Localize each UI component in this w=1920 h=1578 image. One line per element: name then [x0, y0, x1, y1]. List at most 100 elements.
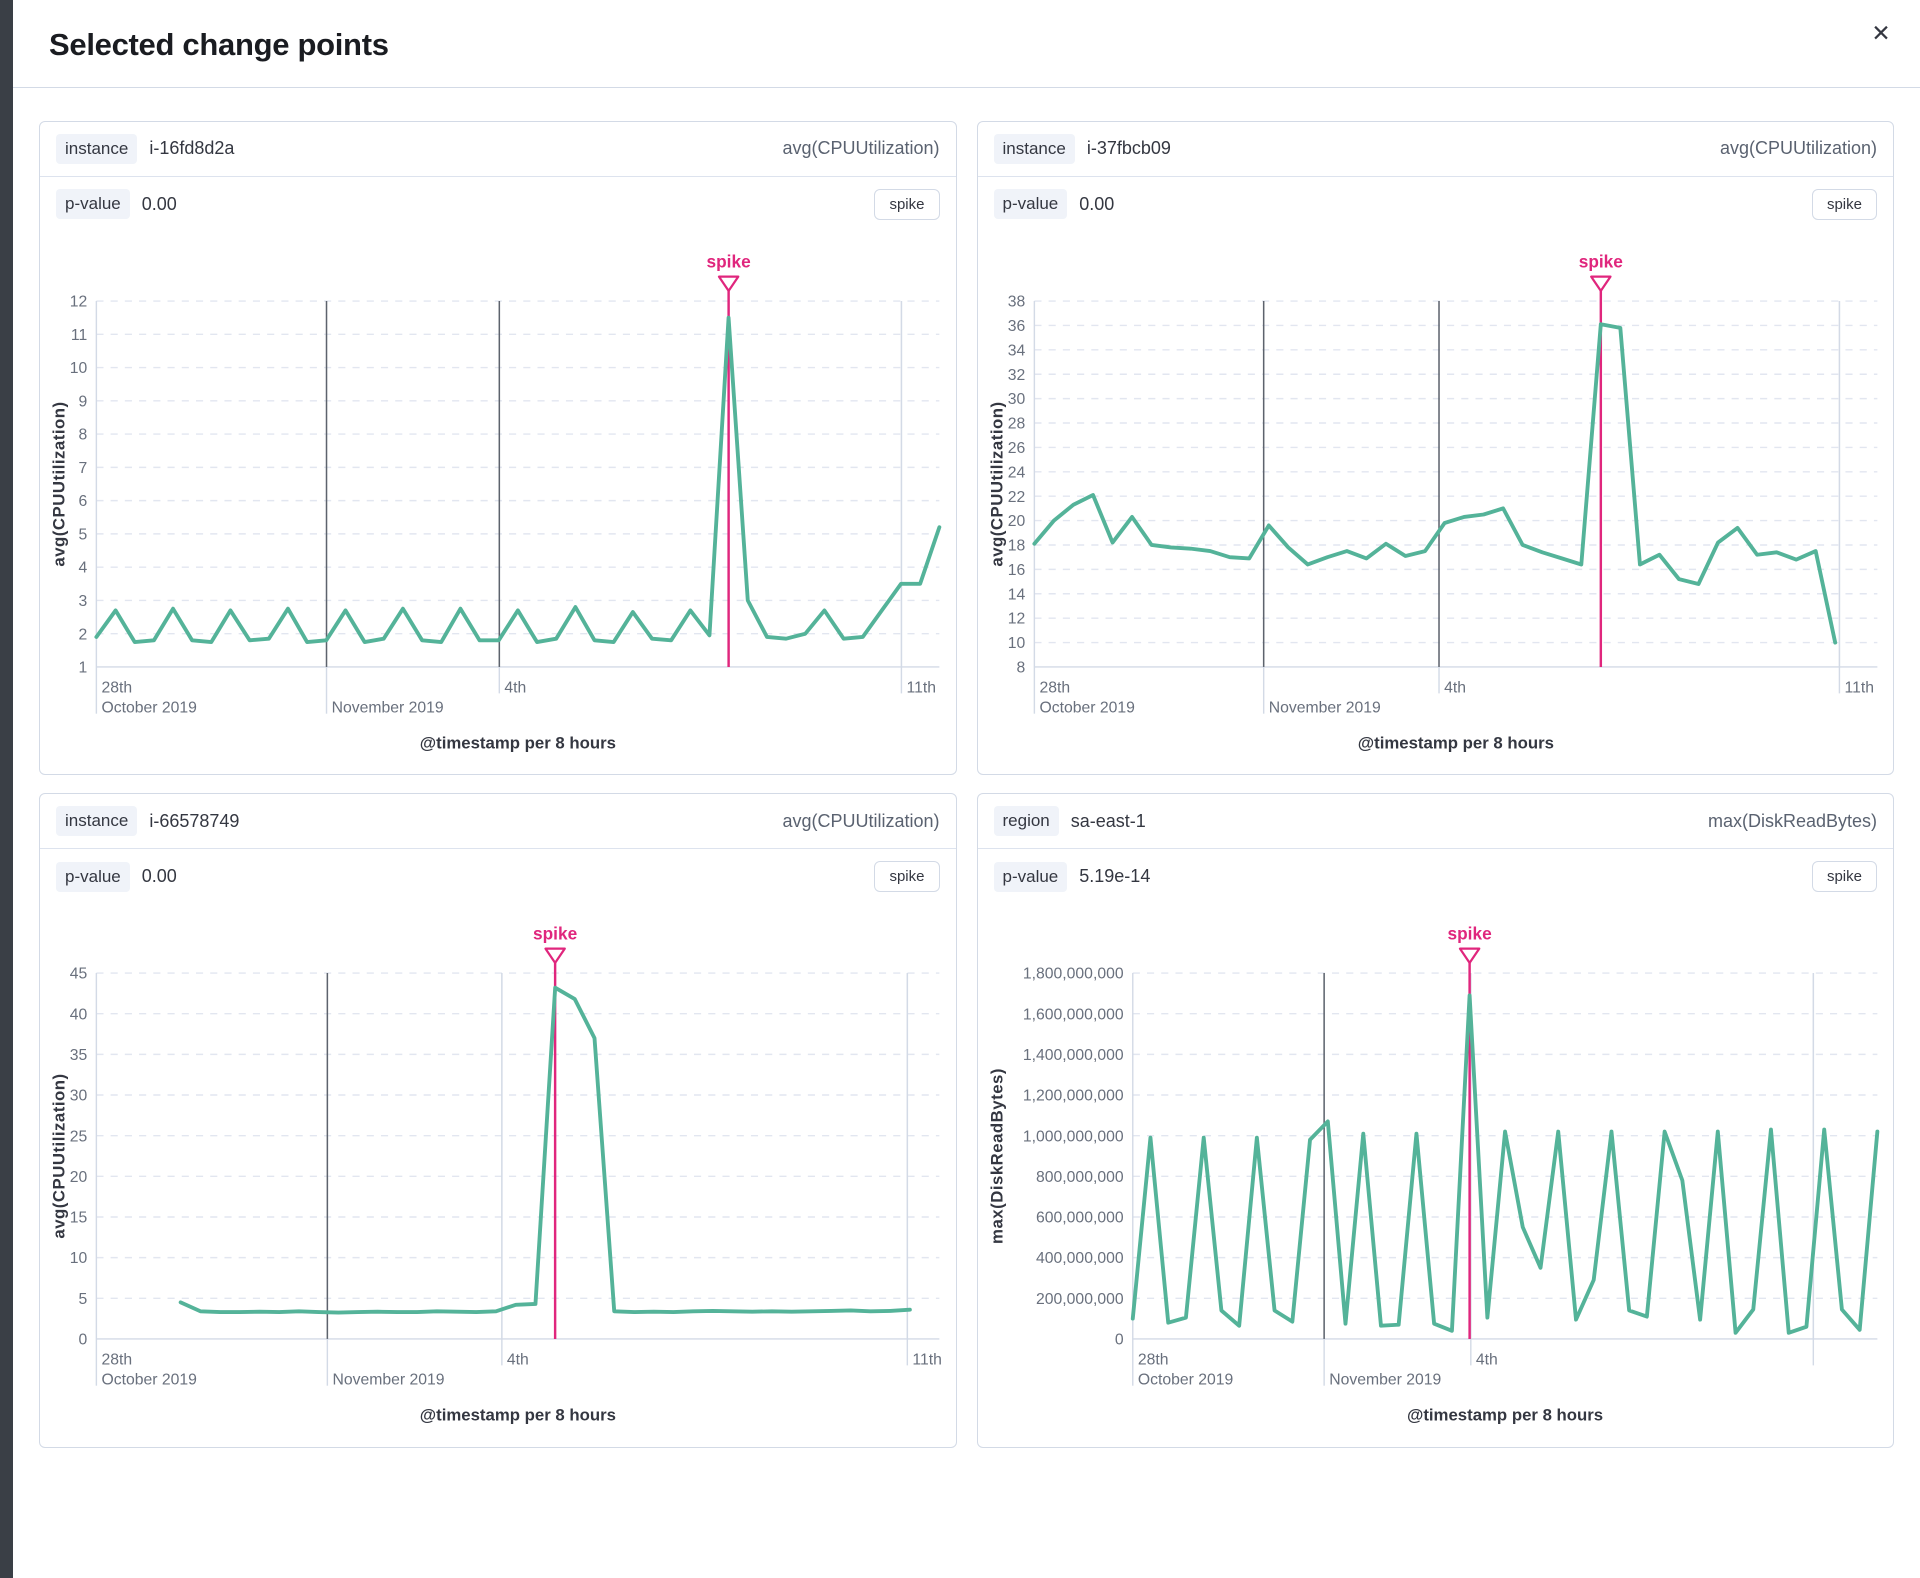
change-point-panel: instance i-16fd8d2a avg(CPUUtilization) …	[39, 121, 957, 776]
change-point-chart: 28th October 2019 November 2019 4th 11th 0 5 10…	[49, 924, 942, 1425]
y-tick-label: 600,000,000	[1036, 1210, 1124, 1227]
close-icon[interactable]: ✕	[1864, 16, 1898, 50]
y-axis-title: max(DiskReadBytes)	[987, 1068, 1006, 1244]
p-value: 5.19e-14	[1079, 866, 1151, 887]
y-tick-label: 34	[1007, 342, 1025, 359]
y-tick-label: 5	[78, 1291, 87, 1308]
chart-container: 28th October 2019 November 2019 4th 0 200,000…	[978, 904, 1894, 1447]
y-tick-label: 38	[1007, 293, 1025, 310]
y-tick-label: 4	[78, 560, 87, 577]
panels-grid: instance i-16fd8d2a avg(CPUUtilization) …	[13, 88, 1920, 1478]
y-grid	[1033, 300, 1877, 644]
spike-annotation-label: spike	[707, 251, 752, 271]
x-tick-label: 4th	[1444, 679, 1466, 696]
y-tick-labels: 8 10 12 14 16 18 20 22 24 26 28 30 32 34 36 38	[1007, 293, 1025, 676]
p-value: 0.00	[141, 193, 177, 214]
x-tick-sublabel: November 2019	[332, 1372, 444, 1389]
y-tick-labels: 0 200,000,000 400,000,000 600,000,000 800,00…	[1022, 966, 1123, 1349]
metric-label: avg(CPUUtilization)	[782, 810, 940, 831]
x-ticks: 28th October 2019 November 2019 4th 11th	[95, 300, 937, 716]
y-tick-label: 30	[70, 1088, 88, 1105]
x-axis-title: @timestamp per 8 hours	[420, 1405, 616, 1424]
y-tick-label: 10	[70, 1250, 88, 1267]
y-tick-label: 32	[1007, 367, 1025, 384]
x-tick-label: 11th	[912, 1351, 941, 1368]
panel-stats-row: p-value 0.00 spike	[978, 177, 1894, 232]
spike-marker-icon	[544, 947, 566, 965]
chart-container: 28th October 2019 November 2019 4th 11th 8 10 1…	[978, 232, 1894, 775]
spike-marker-icon	[1589, 275, 1612, 292]
x-tick-label: 28th	[1137, 1351, 1168, 1368]
p-value: 0.00	[1079, 193, 1115, 214]
x-tick-label: 4th	[507, 1351, 529, 1368]
split-field-badge: region	[993, 806, 1059, 837]
x-tick-sublabel: October 2019	[101, 1372, 197, 1389]
x-tick-sublabel: November 2019	[332, 699, 444, 716]
y-tick-label: 1,000,000,000	[1022, 1128, 1123, 1145]
y-tick-label: 1,400,000,000	[1022, 1047, 1123, 1064]
x-tick-label: 11th	[1844, 679, 1874, 696]
x-tick-label: 4th	[1475, 1351, 1497, 1368]
x-ticks: 28th October 2019 November 2019 4th 11th	[1033, 300, 1874, 716]
y-tick-label: 25	[70, 1128, 88, 1145]
change-points-modal: Selected change points ✕ instance i-16fd…	[13, 0, 1920, 1578]
chart-container: 28th October 2019 November 2019 4th 11th 0 5 10…	[40, 904, 956, 1447]
y-grid	[96, 972, 940, 1300]
y-tick-label: 6	[78, 493, 87, 510]
y-tick-label: 1,200,000,000	[1022, 1088, 1123, 1105]
y-axis-title: avg(CPUUtilization)	[49, 1073, 68, 1238]
spike-annotation-label: spike	[1578, 251, 1623, 271]
series-line	[1130, 993, 1879, 1335]
change-type-badge: spike	[1811, 861, 1877, 893]
y-tick-label: 1,800,000,000	[1022, 966, 1123, 983]
x-tick-label: 11th	[907, 679, 937, 696]
x-tick-sublabel: October 2019	[1137, 1372, 1233, 1389]
metric-label: max(DiskReadBytes)	[1707, 810, 1877, 831]
p-value-badge: p-value	[56, 189, 130, 220]
y-tick-label: 20	[1007, 513, 1025, 530]
p-value-badge: p-value	[993, 861, 1068, 892]
x-tick-label: 4th	[504, 679, 526, 696]
spike-marker-icon	[1458, 947, 1480, 965]
panel-header-row: instance i-16fd8d2a avg(CPUUtilization)	[40, 122, 956, 177]
x-tick-label: 28th	[101, 679, 132, 696]
split-value: i-37fbcb09	[1086, 138, 1171, 159]
metric-label: avg(CPUUtilization)	[782, 138, 940, 159]
y-tick-label: 5	[78, 526, 87, 543]
y-tick-label: 30	[1007, 391, 1025, 408]
y-tick-label: 26	[1007, 440, 1025, 457]
panel-stats-row: p-value 0.00 spike	[40, 849, 956, 904]
p-value: 0.00	[141, 866, 177, 887]
change-type-badge: spike	[1811, 188, 1877, 220]
y-tick-label: 36	[1007, 318, 1025, 335]
y-tick-label: 20	[70, 1169, 88, 1186]
y-tick-label: 28	[1007, 415, 1025, 432]
y-tick-label: 400,000,000	[1036, 1250, 1124, 1267]
x-tick-sublabel: November 2019	[1268, 699, 1380, 716]
x-tick-sublabel: October 2019	[1039, 699, 1135, 716]
y-axis-title: avg(CPUUtilization)	[49, 401, 68, 566]
change-point-chart: 28th October 2019 November 2019 4th 0 200,000…	[987, 924, 1879, 1424]
split-field-badge: instance	[993, 134, 1075, 164]
y-tick-label: 16	[1007, 562, 1025, 579]
page-title: Selected change points	[49, 27, 389, 62]
y-tick-label: 1	[78, 659, 87, 676]
panel-header-row: instance i-66578749 avg(CPUUtilization)	[40, 794, 956, 850]
y-tick-label: 10	[1007, 635, 1025, 652]
y-tick-label: 10	[70, 360, 88, 377]
x-axis-title: @timestamp per 8 hours	[1357, 733, 1553, 752]
y-tick-label: 35	[70, 1047, 88, 1064]
y-tick-label: 14	[1007, 586, 1025, 603]
change-point-panel: instance i-37fbcb09 avg(CPUUtilization) …	[976, 121, 1894, 776]
series-line	[1031, 322, 1837, 645]
y-tick-label: 40	[70, 1006, 88, 1023]
spike-annotation-label: spike	[533, 924, 578, 944]
change-point-panel: region sa-east-1 max(DiskReadBytes) p-va…	[976, 793, 1894, 1448]
x-tick-sublabel: November 2019	[1329, 1372, 1441, 1389]
y-axis-title: avg(CPUUtilization)	[987, 401, 1006, 566]
y-tick-label: 24	[1007, 464, 1025, 481]
change-point-chart: 28th October 2019 November 2019 4th 11th 8 10 1…	[987, 251, 1877, 752]
x-tick-label: 28th	[101, 1351, 132, 1368]
y-tick-label: 1,600,000,000	[1022, 1006, 1123, 1023]
